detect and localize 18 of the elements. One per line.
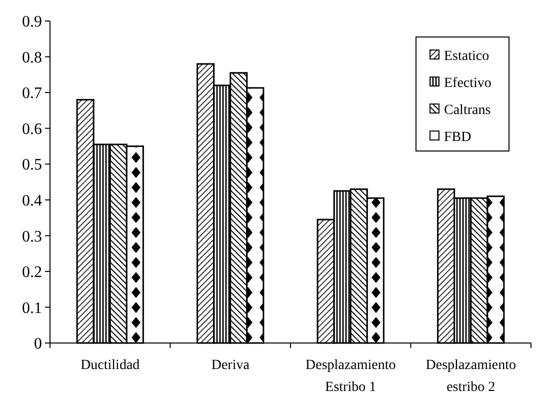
y-tick-label: 0.5	[22, 156, 42, 174]
legend-label: Caltrans	[444, 102, 491, 118]
y-tick-label: 0.7	[22, 85, 42, 102]
legend-label: Estatico	[444, 48, 490, 64]
y-tick-label: 0.6	[22, 120, 42, 138]
y-tick-label: 0.8	[22, 49, 42, 66]
legend-label: FBD	[444, 130, 472, 145]
x-tick-label: Ductilidad	[80, 358, 140, 373]
x-tick-label: Desplazamiento estribo 2	[426, 358, 516, 395]
y-tick-label: 0.3	[22, 228, 42, 246]
y-tick-label: 0.4	[22, 192, 42, 210]
y-tick-label: 0.1	[22, 300, 42, 317]
y-tick-label: 0.9	[22, 14, 42, 31]
x-tick-label: Desplazamiento Estribo 1	[306, 358, 396, 395]
y-tick-label: 0	[34, 336, 42, 353]
y-tick-label: 0.2	[22, 264, 42, 282]
x-tick-label: Deriva	[211, 358, 250, 373]
legend-label: Efectivo	[444, 76, 492, 91]
